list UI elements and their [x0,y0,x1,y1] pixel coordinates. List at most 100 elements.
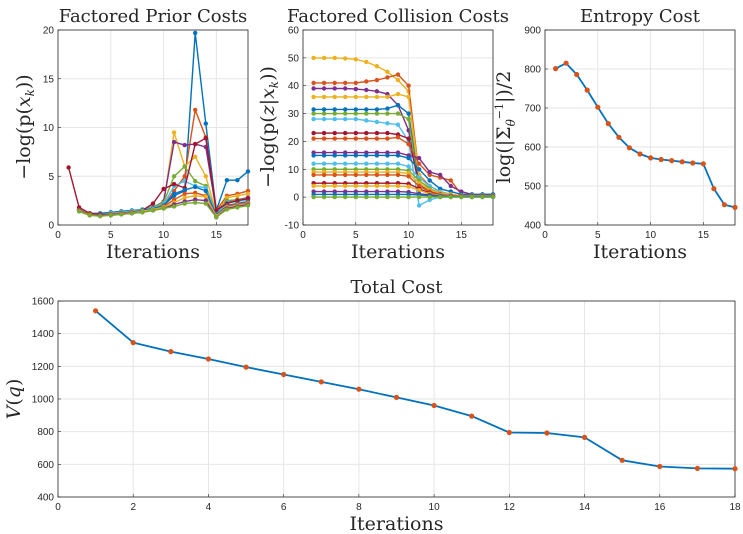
data-point [332,80,337,86]
data-point [150,201,156,206]
data-point [385,106,390,111]
data-point [595,104,601,110]
y-axis-label-part: log(|Σ [493,126,515,183]
data-point [311,94,316,100]
data-point [374,77,380,83]
y-axis-label-part: −log(p( [257,115,279,188]
data-point [193,154,198,159]
data-point [416,167,422,172]
y-axis-label-part: k [267,81,281,88]
data-point [353,86,358,92]
data-point [87,213,92,218]
x-tick-label: 10 [645,230,657,241]
data-point [395,103,401,108]
y-axis-label-part: x [13,96,35,107]
data-point [353,107,358,112]
data-point [374,89,380,94]
data-point [343,56,348,61]
data-point [406,155,411,161]
data-point [343,80,348,86]
data-point [332,172,337,178]
data-point [311,107,316,112]
data-point [385,69,390,75]
data-point [343,172,348,178]
data-point [203,174,208,179]
data-point [353,80,358,86]
data-point [321,153,327,158]
y-tick-label: 30 [288,109,300,120]
data-point [438,172,443,178]
data-point [235,205,240,210]
y-axis-label-part: θ [504,118,518,126]
data-point [374,107,380,112]
data-point [161,206,166,211]
data-point [321,161,327,166]
data-point [406,111,411,116]
data-point [311,86,316,91]
data-point [480,194,485,200]
data-point [582,434,588,440]
data-point [395,153,401,158]
data-point [119,212,124,217]
y-tick-label: 15 [43,74,55,85]
data-point [343,153,348,158]
data-point [416,188,422,193]
data-point [311,153,316,158]
y-tick-label: 400 [37,493,54,504]
data-point [648,155,654,161]
data-point [732,466,738,472]
data-point [332,111,337,116]
data-point [374,94,380,100]
data-point [364,87,369,93]
data-point [182,187,187,193]
axes-frame [57,29,249,226]
x-tick-label: 14 [579,502,591,513]
data-point [406,194,411,200]
data-point [393,394,400,400]
data-point [385,94,390,100]
data-point [619,457,625,463]
data-point [203,201,208,206]
data-point [553,66,559,72]
data-point [182,201,187,206]
data-point [235,193,240,198]
x-tick-label: 16 [654,502,666,513]
y-tick-label: 10 [288,165,300,176]
y-tick-label: 40 [288,81,300,92]
data-point [385,111,390,116]
data-point [448,183,453,189]
data-point [311,172,316,178]
data-point [459,194,464,200]
x-tick-label: 6 [281,502,287,513]
data-point [374,63,380,69]
data-point [182,195,187,200]
data-point [374,172,380,178]
data-point [416,203,422,208]
data-point [438,194,443,200]
data-point [385,161,390,166]
data-point [385,194,390,200]
data-point [243,364,249,370]
data-point [311,136,316,141]
y-axis-label-part: )) [257,66,279,81]
data-point [214,215,219,220]
data-point [171,130,177,135]
data-point [321,183,327,189]
y-axis-label: V(q) [3,379,25,420]
data-point [574,71,580,78]
data-point [171,139,177,145]
data-point [311,161,316,166]
y-tick-label: 400 [524,221,541,232]
data-point [332,183,337,189]
data-point [311,55,316,61]
data-point [193,200,198,205]
x-axis-label: Iterations [106,241,200,263]
data-point [332,86,337,91]
data-point [321,107,327,112]
y-axis-label-part: V [3,403,25,419]
data-point [150,208,156,213]
x-axis-label: Iterations [350,513,444,534]
x-tick-label: 0 [55,230,61,241]
data-point [130,340,136,346]
x-tick-label: 10 [403,230,415,241]
